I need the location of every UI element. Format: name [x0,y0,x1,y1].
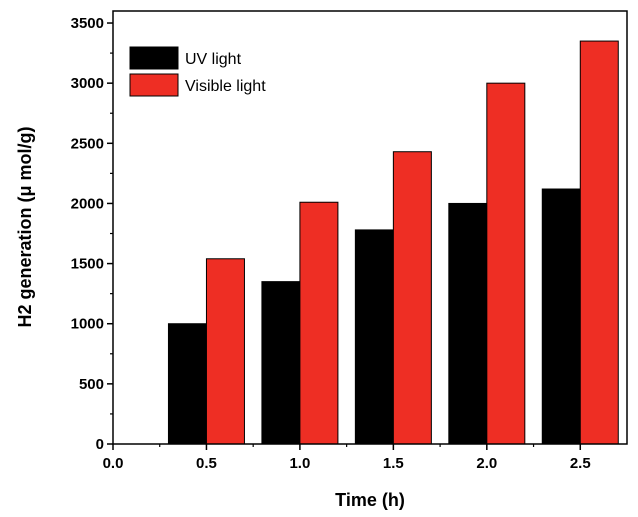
y-tick-label: 500 [79,376,104,393]
bars-layer [167,40,619,445]
legend-swatch-visible [129,73,179,97]
bar-uv-2 [448,202,488,445]
x-tick-label: 1.5 [383,455,404,472]
y-tick-label: 1000 [71,316,104,333]
bar-visible-1 [299,201,339,445]
y-tick-label: 3500 [71,15,104,32]
y-tick-label: 3000 [71,75,104,92]
bar-visible-2.5 [579,40,619,445]
ticks-layer: 0.0 0.5 1.0 1.5 2.0 2.5 0 500 1000 1500 2000 2500 30… [71,15,591,472]
x-tick-label: 2.0 [476,455,497,472]
x-tick-label: 0.0 [103,455,124,472]
x-axis-title: Time (h) [335,490,405,510]
y-axis-title: H2 generation (μ mol/g) [15,126,35,327]
plot-frame [112,10,628,445]
y-tick-label: 1500 [71,256,104,273]
x-tick-label: 0.5 [196,455,217,472]
x-tick-label: 1.0 [289,455,310,472]
y-tick-label: 2500 [71,135,104,152]
bar-visible-0.5 [205,258,245,445]
bar-uv-0.5 [167,323,207,445]
bar-visible-1.5 [392,151,432,445]
legend: UV light Visible light [129,46,266,97]
bar-uv-2.5 [541,188,581,445]
bar-visible-2 [486,82,526,445]
x-tick-label: 2.5 [570,455,591,472]
legend-label-visible: Visible light [185,78,266,95]
y-tick-label: 0 [96,436,104,453]
legend-label-uv: UV light [185,51,242,68]
bar-uv-1 [261,281,301,445]
bar-uv-1.5 [354,229,394,445]
legend-swatch-uv [129,46,179,70]
y-tick-label: 2000 [71,195,104,212]
